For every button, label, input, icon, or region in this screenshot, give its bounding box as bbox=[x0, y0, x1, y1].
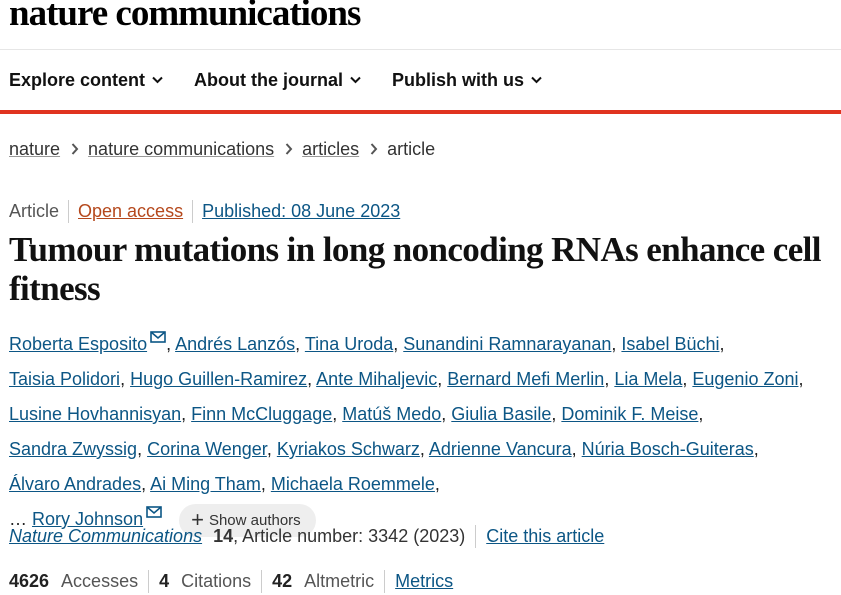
nav-about-journal[interactable]: About the journal bbox=[194, 70, 361, 91]
article-meta: Article Open access Published: 08 June 2… bbox=[9, 199, 400, 223]
nav-label: Publish with us bbox=[392, 69, 525, 90]
article-title: Tumour mutations in long noncoding RNAs … bbox=[9, 230, 821, 308]
breadcrumb-nature-communications[interactable]: nature communications bbox=[88, 138, 275, 159]
cite-article-link[interactable]: Cite this article bbox=[486, 525, 605, 546]
main-nav: Explore content About the journal Publis… bbox=[9, 68, 573, 92]
author-link[interactable]: Dominik F. Meise bbox=[561, 404, 699, 424]
citations-count: 4 bbox=[159, 570, 170, 591]
author-link[interactable]: Giulia Basile bbox=[451, 404, 552, 424]
nav-label: Explore content bbox=[9, 69, 146, 90]
divider bbox=[261, 569, 263, 593]
volume: 14 bbox=[213, 525, 234, 546]
author-link[interactable]: Lia Mela bbox=[614, 369, 683, 389]
author-link[interactable]: Michaela Roemmele bbox=[270, 474, 435, 494]
author-link[interactable]: Isabel Büchi bbox=[621, 334, 720, 354]
plus-icon: + bbox=[191, 507, 204, 533]
open-access-link[interactable]: Open access bbox=[78, 200, 184, 221]
nav-label: About the journal bbox=[194, 69, 344, 90]
citation-line: Nature Communications 14 , Article numbe… bbox=[9, 524, 604, 548]
author-link[interactable]: Hugo Guillen-Ramirez bbox=[130, 369, 308, 389]
author-link[interactable]: Roberta Esposito bbox=[9, 334, 148, 354]
chevron-right-icon bbox=[71, 143, 79, 155]
divider bbox=[384, 569, 386, 593]
envelope-icon[interactable] bbox=[150, 331, 166, 343]
journal-link[interactable]: Nature Communications bbox=[9, 525, 203, 546]
breadcrumb-articles[interactable]: articles bbox=[302, 138, 360, 159]
author-link[interactable]: Núria Bosch-Guiteras bbox=[581, 439, 754, 459]
author-link[interactable]: Ai Ming Tham bbox=[150, 474, 261, 494]
author-list: Roberta Esposito, Andrés Lanzós, Tina Ur… bbox=[9, 327, 837, 537]
citations-label: Citations bbox=[181, 570, 252, 591]
author-link[interactable]: Sunandini Ramnarayanan bbox=[403, 334, 612, 354]
chevron-down-icon bbox=[152, 76, 163, 84]
altmetric-label: Altmetric bbox=[304, 570, 375, 591]
metrics-link[interactable]: Metrics bbox=[395, 570, 454, 591]
author-link[interactable]: Ante Mihaljevic bbox=[316, 369, 438, 389]
article-type: Article bbox=[9, 200, 60, 221]
author-ellipsis: … bbox=[9, 509, 27, 529]
author-link[interactable]: Matúš Medo bbox=[342, 404, 442, 424]
show-authors-label: Show authors bbox=[208, 511, 301, 529]
accent-bar bbox=[0, 110, 841, 114]
published-date-link[interactable]: Published: 08 June 2023 bbox=[202, 200, 401, 221]
author-link[interactable]: Sandra Zwyssig bbox=[9, 439, 138, 459]
divider bbox=[475, 524, 477, 548]
author-link[interactable]: Lusine Hovhannisyan bbox=[9, 404, 182, 424]
author-link[interactable]: Bernard Mefi Merlin bbox=[447, 369, 605, 389]
author-link[interactable]: Álvaro Andrades bbox=[9, 474, 142, 494]
show-authors-button[interactable]: + Show authors bbox=[179, 503, 316, 537]
header-divider bbox=[0, 49, 841, 50]
nav-explore-content[interactable]: Explore content bbox=[9, 70, 163, 91]
author-link[interactable]: Kyriakos Schwarz bbox=[276, 439, 420, 459]
author-link[interactable]: Taisia Polidori bbox=[9, 369, 121, 389]
altmetric-score: 42 bbox=[272, 570, 293, 591]
chevron-down-icon bbox=[531, 76, 542, 84]
article-metrics: 4626 Accesses 4 Citations 42 Altmetric M… bbox=[9, 569, 453, 593]
article-number: , Article number: 3342 (2023) bbox=[233, 525, 466, 546]
chevron-down-icon bbox=[350, 76, 361, 84]
divider bbox=[192, 199, 194, 223]
chevron-right-icon bbox=[370, 143, 378, 155]
author-link[interactable]: Finn McCluggage bbox=[191, 404, 333, 424]
author-link[interactable]: Eugenio Zoni bbox=[692, 369, 799, 389]
author-link[interactable]: Corina Wenger bbox=[147, 439, 267, 459]
envelope-icon[interactable] bbox=[146, 506, 162, 518]
divider bbox=[68, 199, 70, 223]
breadcrumb: nature nature communications articles ar… bbox=[9, 137, 435, 161]
breadcrumb-current: article bbox=[387, 138, 436, 159]
chevron-right-icon bbox=[285, 143, 293, 155]
accesses-label: Accesses bbox=[61, 570, 139, 591]
author-link[interactable]: Tina Uroda bbox=[304, 334, 394, 354]
breadcrumb-nature[interactable]: nature bbox=[9, 138, 61, 159]
author-link[interactable]: Adrienne Vancura bbox=[428, 439, 572, 459]
accesses-count: 4626 bbox=[9, 570, 50, 591]
journal-logo[interactable]: nature communications bbox=[9, 0, 361, 34]
nav-publish-with-us[interactable]: Publish with us bbox=[392, 70, 542, 91]
divider bbox=[148, 569, 150, 593]
author-link[interactable]: Rory Johnson bbox=[32, 509, 144, 529]
author-link[interactable]: Andrés Lanzós bbox=[175, 334, 296, 354]
